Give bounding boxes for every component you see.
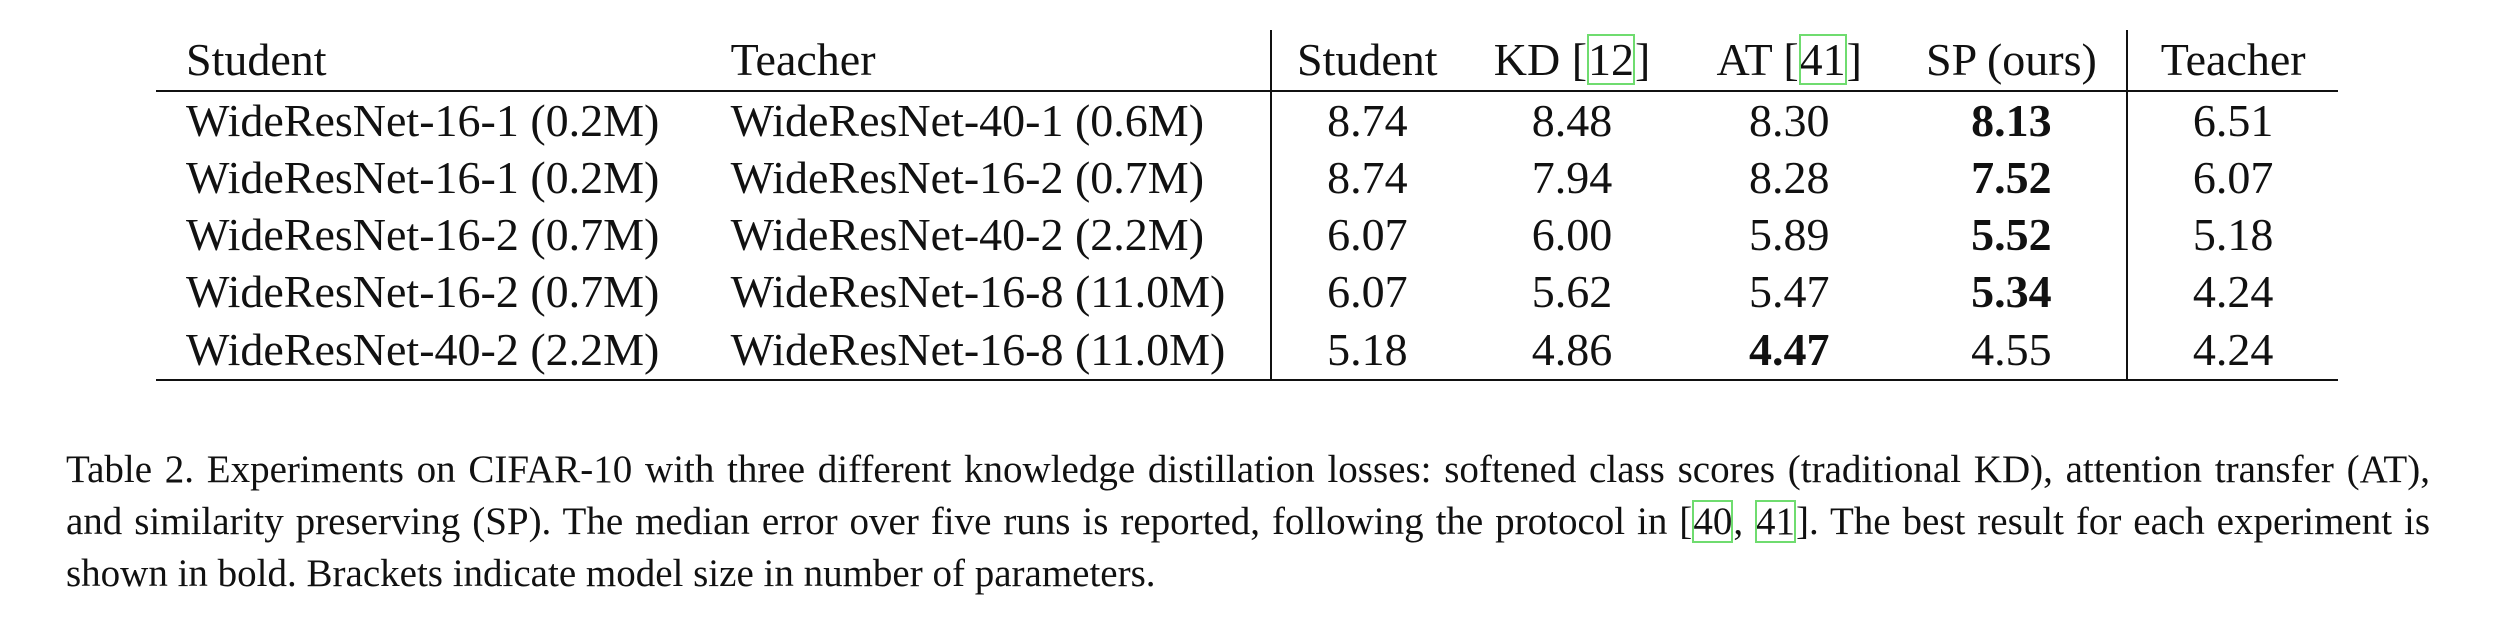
cell-at: 8.30 — [1748, 94, 1830, 146]
cell-kd: 6.00 — [1531, 208, 1613, 260]
row-teacher: WideResNet-16-8 (11.0M) — [730, 263, 1273, 320]
header-at-label: AT [ — [1716, 34, 1799, 85]
cell-teacher-error: 4.24 — [2127, 320, 2338, 381]
cell-at: 8.28 — [1748, 151, 1830, 203]
row-student: WideResNet-16-2 (0.7M) — [186, 265, 660, 317]
cell-sp-best: 5.52 — [1896, 206, 2129, 263]
header-at-close: ] — [1846, 34, 1862, 85]
header-kd: KD [12] — [1462, 30, 1682, 92]
row-teacher: WideResNet-40-1 (0.6M) — [730, 91, 1273, 149]
cell-kd: 4.86 — [1462, 320, 1682, 381]
cell-sp: 4.55 — [1896, 320, 2129, 381]
caption-text-part2: ]. The best result for each experiment i… — [66, 500, 2431, 595]
cell-kd: 5.62 — [1531, 265, 1613, 317]
cell-student-error: 6.07 — [1327, 208, 1408, 260]
row-teacher: WideResNet-16-8 (11.0M) — [730, 320, 1273, 381]
cell-teacher-error: 5.18 — [2192, 208, 2274, 260]
header-kd-label: KD [ — [1493, 34, 1588, 85]
row-student: WideResNet-16-1 (0.2M) — [186, 94, 660, 146]
kd-citation-link[interactable]: 12 — [1587, 34, 1636, 85]
cell-at-best: 4.47 — [1681, 320, 1897, 381]
cell-sp-best: 7.52 — [1896, 149, 2129, 206]
citation-link-40[interactable]: 40 — [1692, 500, 1734, 543]
cell-at: 5.89 — [1748, 208, 1830, 260]
results-table: Student Teacher Student KD [12] AT [41] … — [156, 30, 2338, 381]
table-row: WideResNet-40-2 (2.2M) WideResNet-16-8 (… — [156, 320, 2338, 381]
cell-sp-best: 5.34 — [1896, 263, 2129, 320]
cell-student-error: 6.07 — [1327, 265, 1408, 317]
header-at: AT [41] — [1681, 30, 1897, 92]
table-header-row: Student Teacher Student KD [12] AT [41] … — [156, 30, 2338, 92]
cell-kd: 7.94 — [1531, 151, 1613, 203]
table-caption: Table 2. Experiments on CIFAR-10 with th… — [66, 444, 2430, 600]
cell-at: 5.47 — [1748, 265, 1830, 317]
at-citation-link[interactable]: 41 — [1798, 34, 1847, 85]
table-row: WideResNet-16-2 (0.7M) WideResNet-16-8 (… — [156, 263, 2338, 320]
cell-teacher-error: 6.51 — [2192, 94, 2274, 146]
header-student-error: Student — [1271, 30, 1463, 92]
cell-sp-best: 8.13 — [1896, 91, 2129, 149]
citation-link-41[interactable]: 41 — [1755, 500, 1796, 543]
row-student: WideResNet-16-1 (0.2M) — [186, 151, 660, 203]
cell-student-error: 8.74 — [1327, 94, 1408, 146]
caption-text-part1: Table 2. Experiments on CIFAR-10 with th… — [66, 448, 2430, 543]
row-teacher: WideResNet-40-2 (2.2M) — [730, 206, 1273, 263]
caption-citation-separator: , — [1733, 500, 1755, 543]
table-row: WideResNet-16-1 (0.2M) WideResNet-40-1 (… — [156, 91, 2338, 149]
header-student: Student — [156, 30, 731, 92]
row-student: WideResNet-16-2 (0.7M) — [186, 208, 660, 260]
header-teacher-error: Teacher — [2127, 30, 2338, 92]
cell-student-error: 5.18 — [1271, 320, 1463, 381]
row-student: WideResNet-40-2 (2.2M) — [156, 320, 731, 381]
header-kd-close: ] — [1635, 34, 1651, 85]
cell-kd: 8.48 — [1531, 94, 1613, 146]
header-sp: SP (ours) — [1896, 30, 2129, 92]
cell-student-error: 8.74 — [1327, 151, 1408, 203]
table-row: WideResNet-16-2 (0.7M) WideResNet-40-2 (… — [156, 206, 2338, 263]
header-teacher: Teacher — [730, 30, 1273, 92]
cell-teacher-error: 6.07 — [2192, 151, 2274, 203]
table-row: WideResNet-16-1 (0.2M) WideResNet-16-2 (… — [156, 149, 2338, 206]
cell-teacher-error: 4.24 — [2192, 265, 2274, 317]
row-teacher: WideResNet-16-2 (0.7M) — [730, 149, 1273, 206]
